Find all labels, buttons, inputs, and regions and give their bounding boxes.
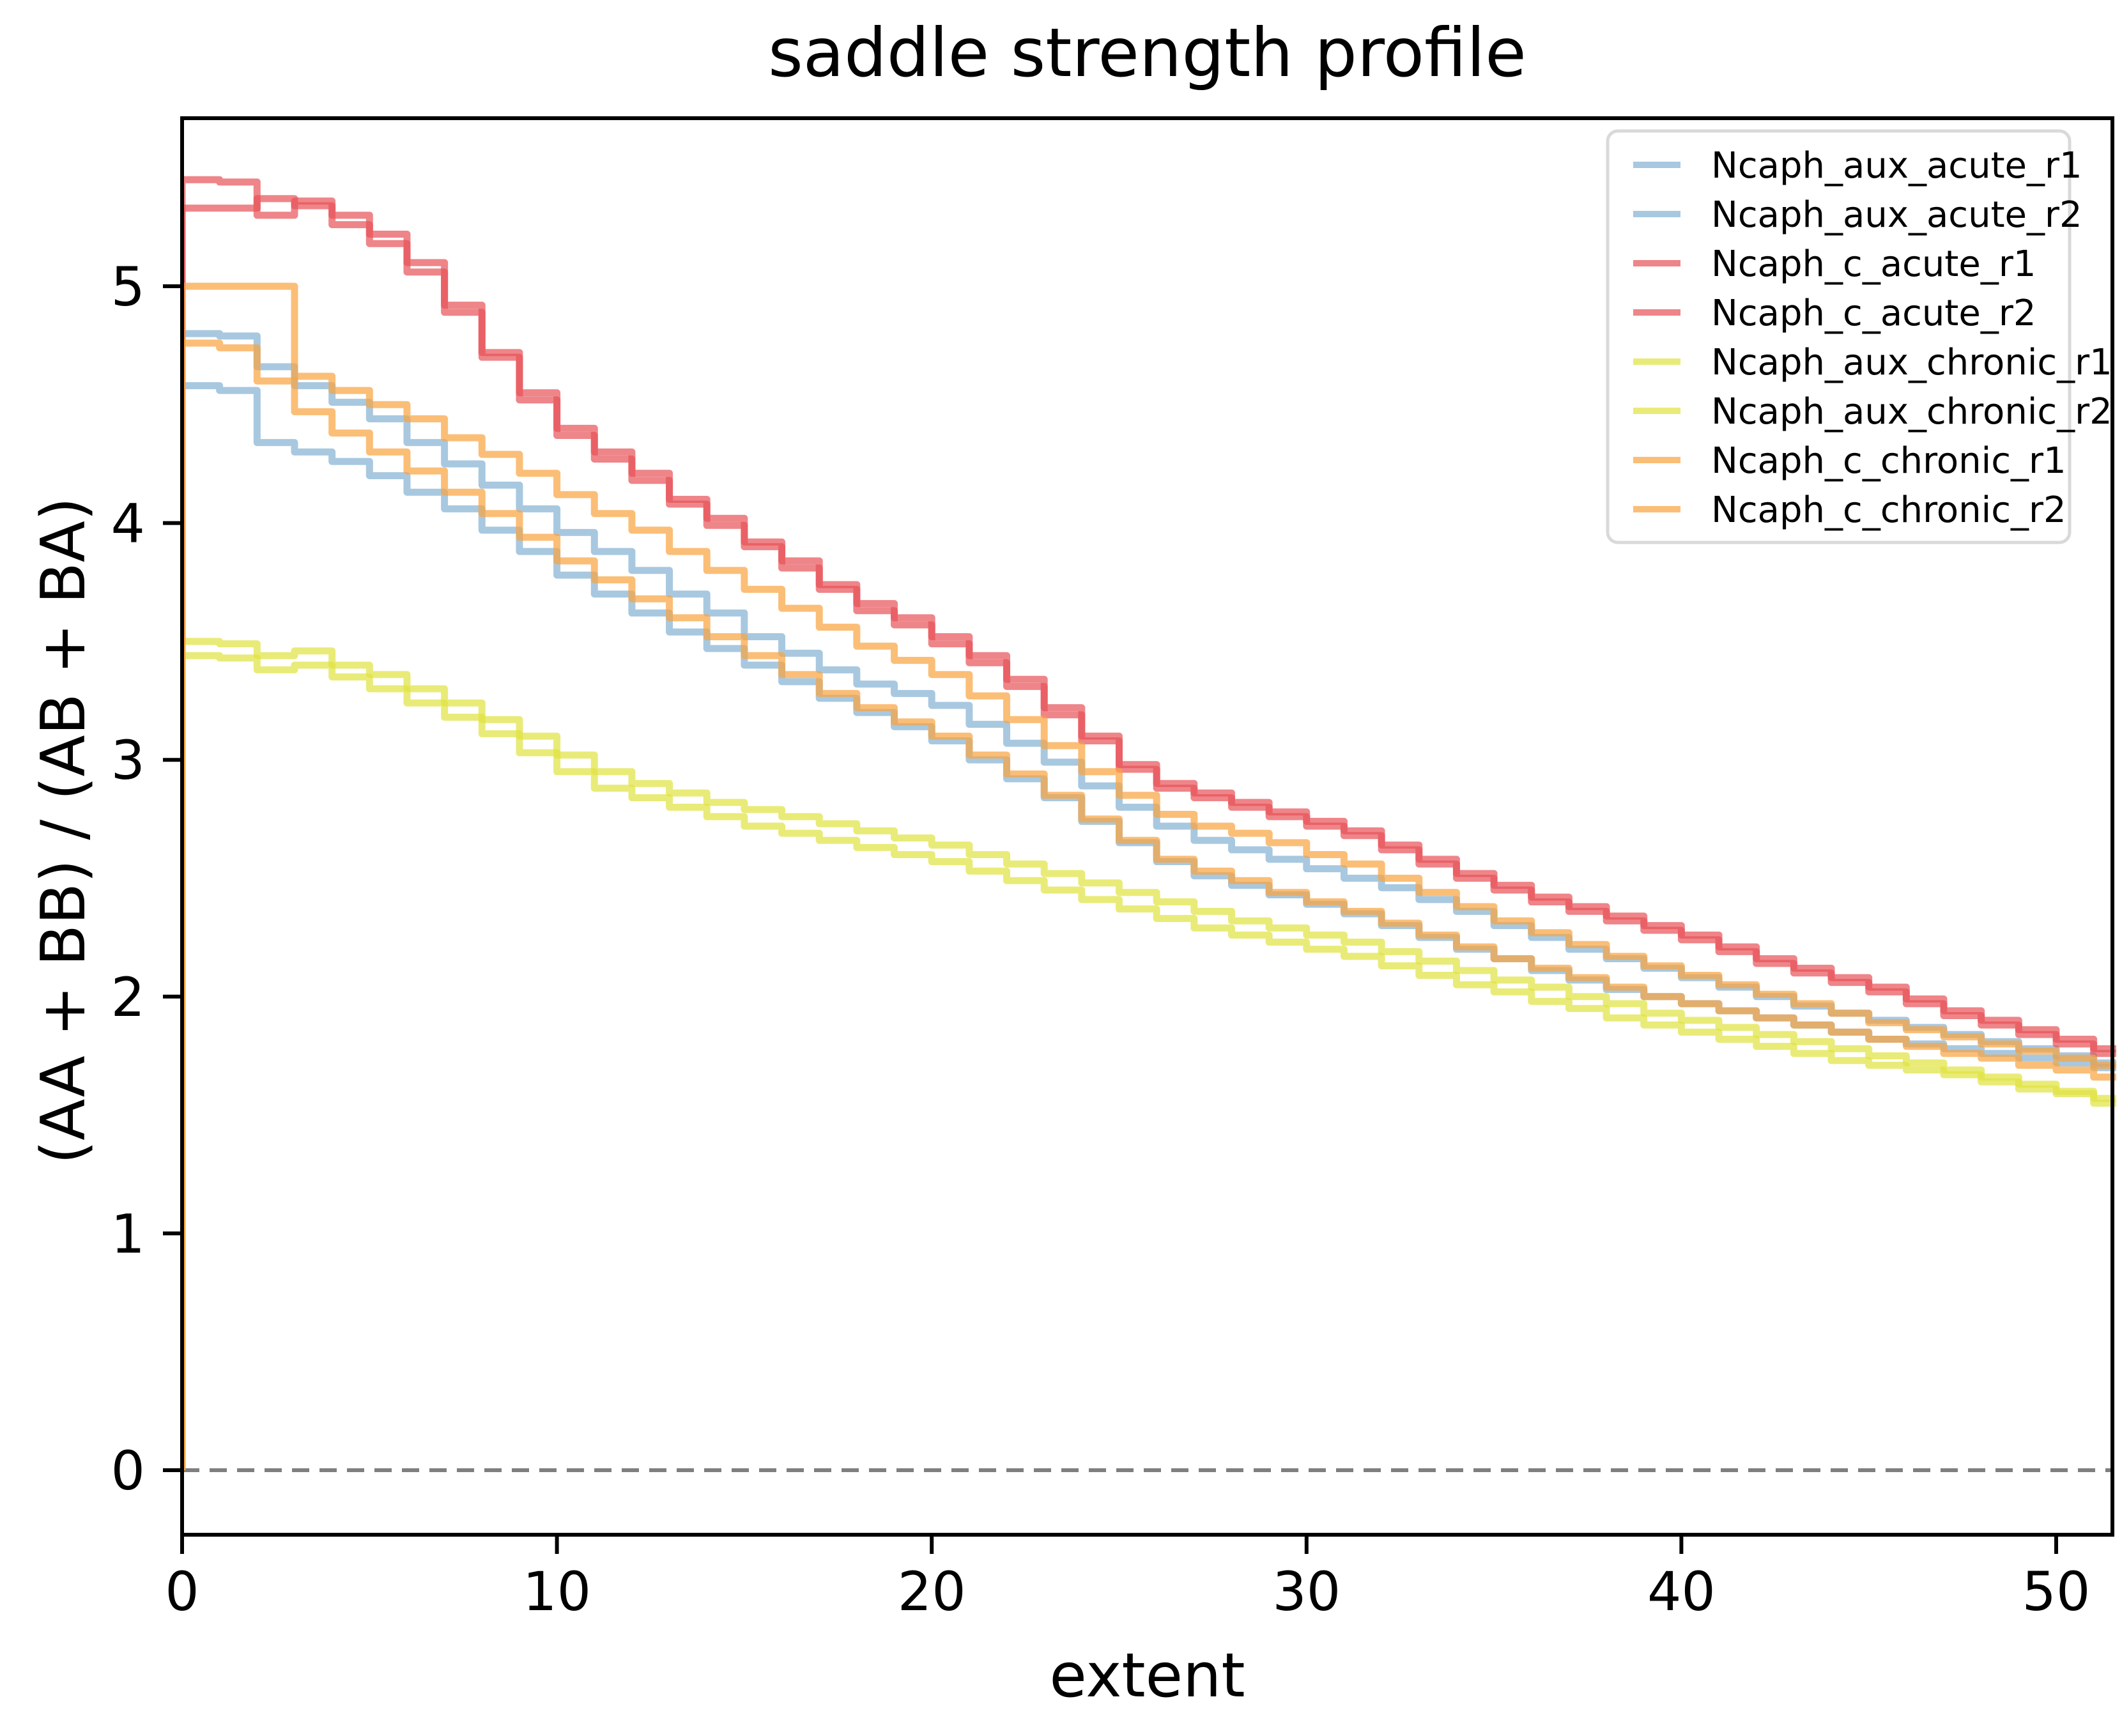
legend-label: Ncaph_c_acute_r1 (1711, 243, 2036, 285)
legend-label: Ncaph_aux_acute_r1 (1711, 145, 2082, 187)
legend-frame (1606, 129, 2072, 544)
chart-title: saddle strength profile (768, 14, 1526, 92)
x-tick-label: 20 (898, 1560, 966, 1623)
series-line-Ncaph_c_chronic_r1 (180, 282, 2116, 1470)
x-axis-label: extent (1049, 1641, 1245, 1711)
x-tick-label: 40 (1647, 1560, 1716, 1623)
y-tick-label: 5 (111, 256, 145, 318)
legend-item: Ncaph_aux_acute_r2 (1633, 194, 2082, 236)
legend-label: Ncaph_aux_chronic_r1 (1711, 342, 2112, 383)
legend-item: Ncaph_c_chronic_r2 (1633, 489, 2066, 531)
series-line-Ncaph_aux_chronic_r1 (180, 638, 2116, 1470)
legend-label: Ncaph_c_acute_r2 (1711, 293, 2036, 334)
plot-frame (180, 116, 2114, 1537)
legend-item: Ncaph_aux_acute_r1 (1633, 145, 2082, 187)
y-axis-label: (AA + BB) / (AB + BA) (29, 497, 99, 1164)
y-tick-label: 0 (111, 1440, 145, 1502)
legend-label: Ncaph_aux_acute_r2 (1711, 194, 2082, 236)
axes-frame (163, 116, 2114, 1554)
legend-item: Ncaph_c_acute_r2 (1633, 293, 2036, 334)
y-tick-label: 1 (111, 1202, 145, 1265)
x-tick-label: 0 (165, 1560, 199, 1623)
legend-label: Ncaph_c_chronic_r1 (1711, 440, 2066, 482)
x-tick-label: 50 (2022, 1560, 2091, 1623)
series-line-Ncaph_c_acute_r2 (180, 195, 2116, 1470)
y-tick-label: 2 (111, 966, 145, 1029)
legend-box: Ncaph_aux_acute_r1 Ncaph_aux_acute_r2 Ncap… (1606, 129, 2112, 544)
legend-item: Ncaph_aux_chronic_r2 (1633, 391, 2112, 433)
series-line-Ncaph_aux_chronic_r2 (180, 652, 2116, 1470)
series-line-Ncaph_c_chronic_r2 (180, 339, 2116, 1470)
legend-item: Ncaph_c_chronic_r1 (1633, 440, 2066, 482)
x-tick-label: 10 (523, 1560, 591, 1623)
legend-item: Ncaph_c_acute_r1 (1633, 243, 2036, 285)
y-tick-label: 4 (111, 493, 145, 555)
series-line-Ncaph_aux_acute_r2 (180, 382, 2116, 1470)
tick-labels: 0 10 20 30 40 50 0 1 2 3 4 5 (111, 256, 2091, 1623)
y-tick-label: 3 (111, 729, 145, 792)
legend-label: Ncaph_aux_chronic_r2 (1711, 391, 2112, 433)
legend-item: Ncaph_aux_chronic_r1 (1633, 342, 2112, 383)
series-lines (180, 176, 2116, 1470)
x-tick-label: 30 (1272, 1560, 1341, 1623)
legend-label: Ncaph_c_chronic_r2 (1711, 489, 2066, 531)
